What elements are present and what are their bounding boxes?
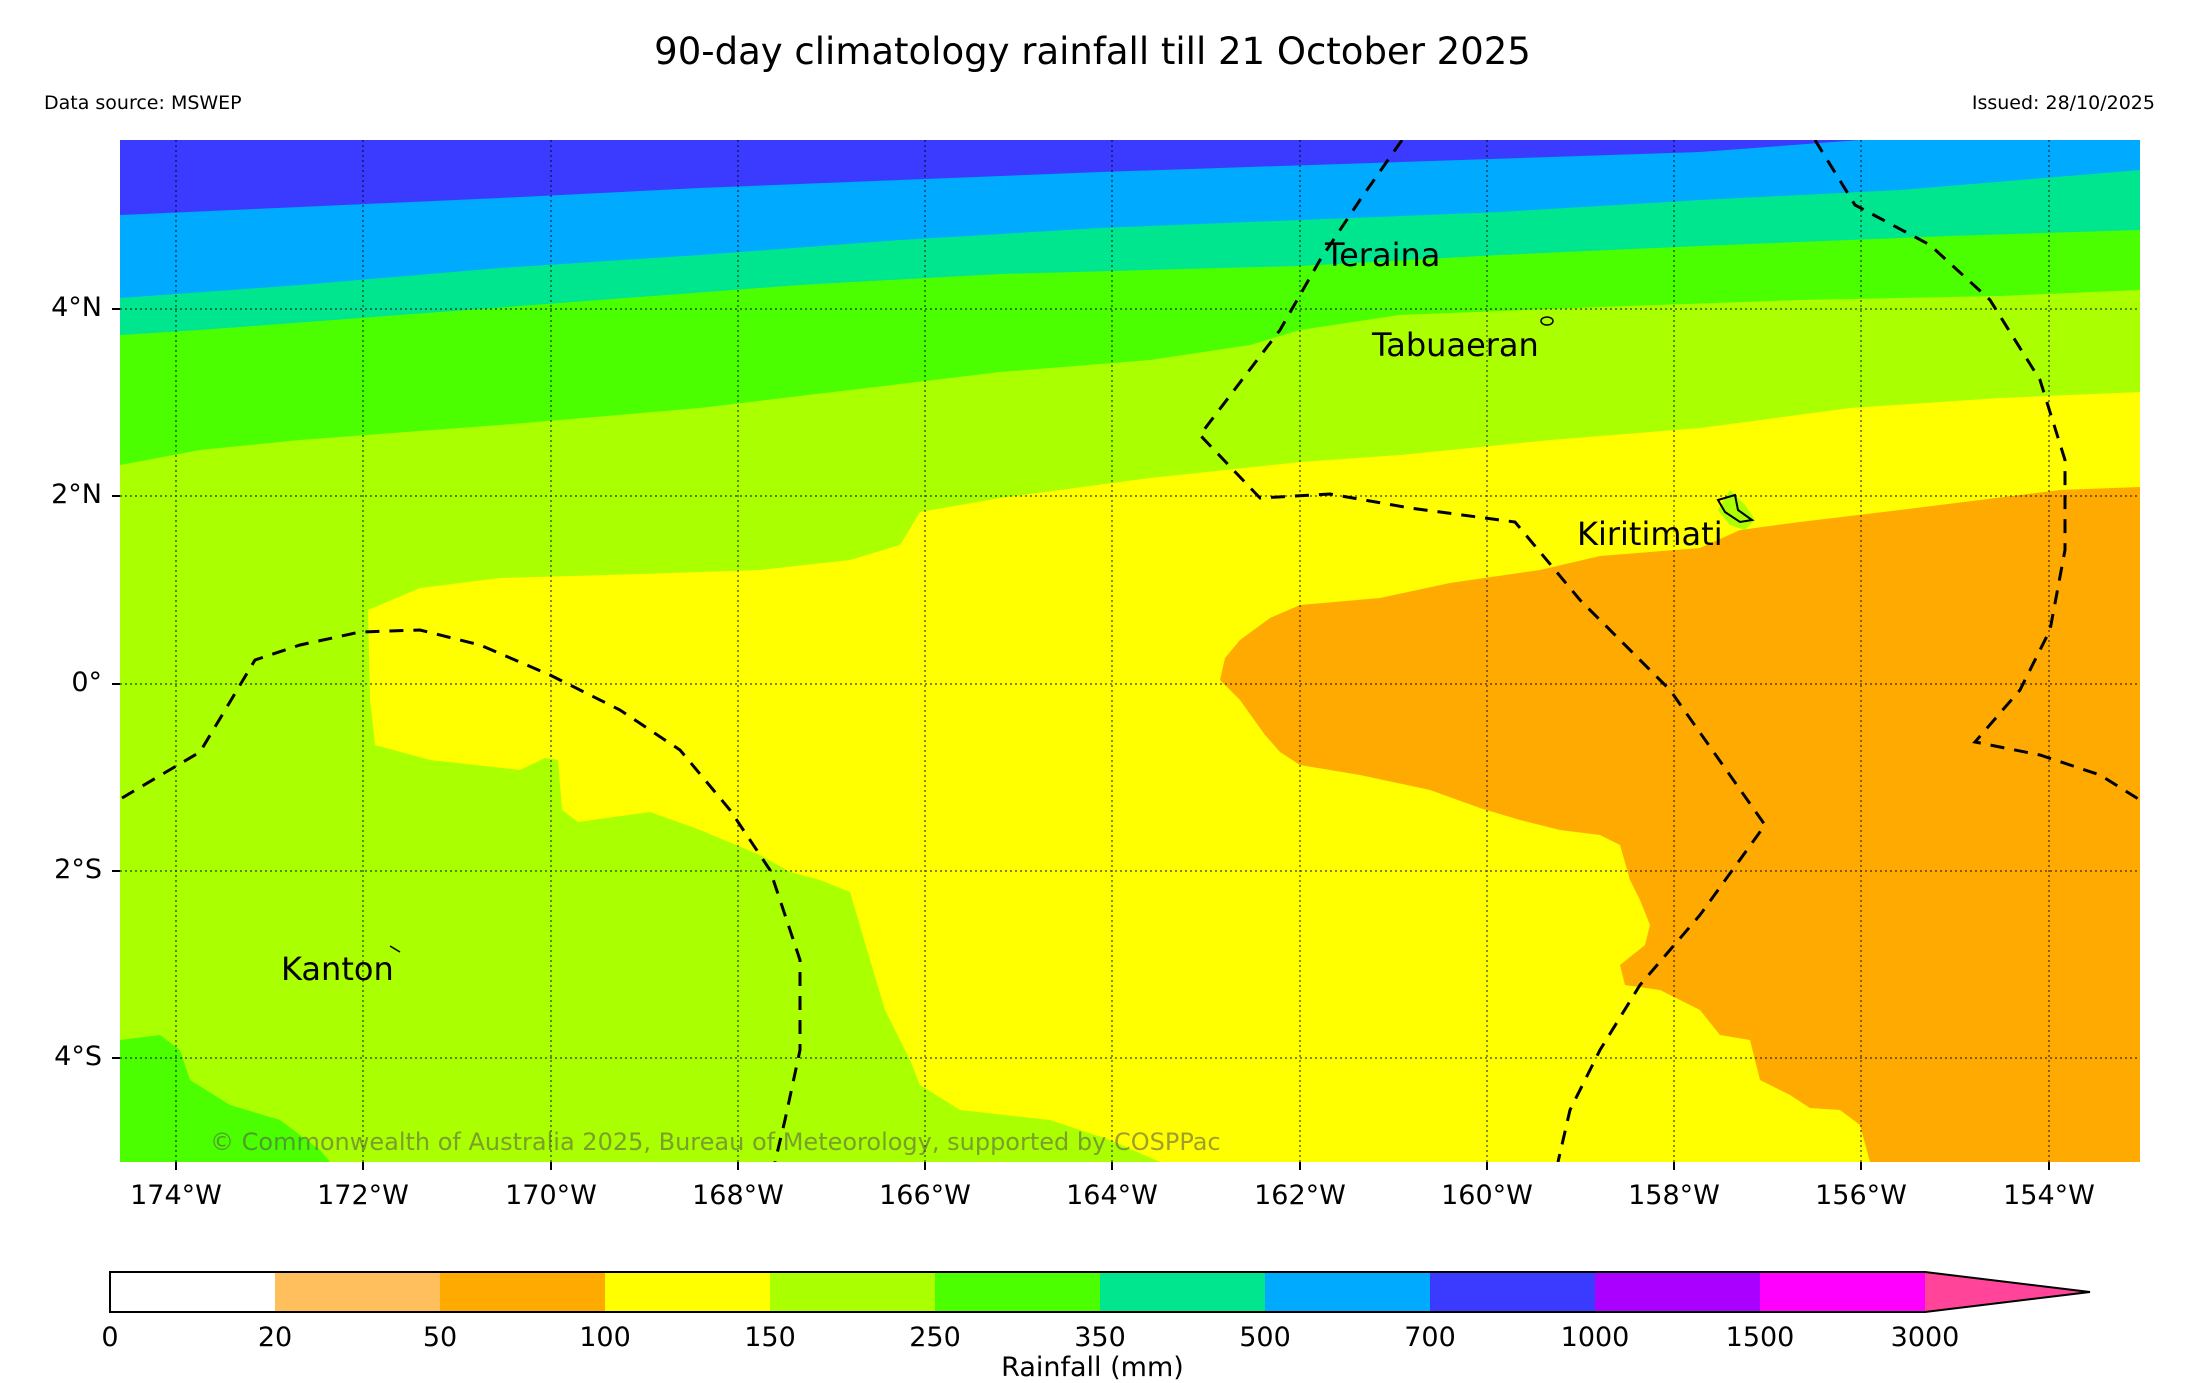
colorbar-segment-100-150	[605, 1272, 770, 1312]
lat-label-2n: 2°N	[51, 479, 102, 510]
colorbar	[109, 1271, 2091, 1313]
graticule	[120, 140, 2140, 1162]
lon-label-174w: 174°W	[130, 1180, 222, 1211]
zone-50-100	[1220, 487, 2140, 1162]
colorbar-tick: 350	[1074, 1322, 1126, 1353]
tabuaeran-outline	[1540, 316, 1554, 326]
place-label-tabuaeran: Tabuaeran	[1372, 326, 1539, 364]
zone-700-1000	[120, 140, 1860, 215]
colorbar-tick: 150	[744, 1322, 796, 1353]
colorbar-tick: 20	[257, 1322, 293, 1353]
kiritimati-outline	[1716, 493, 1755, 524]
colorbar-title: Rainfall (mm)	[1001, 1352, 1184, 1383]
colorbar-tick: 250	[909, 1322, 961, 1353]
eez-boundary-phoenix	[121, 628, 802, 1162]
copyright-notice: © Commonwealth of Australia 2025, Bureau…	[210, 1128, 1221, 1156]
colorbar-tick: 700	[1404, 1322, 1456, 1353]
lon-label-172w: 172°W	[317, 1180, 409, 1211]
colorbar-tick: 3000	[1890, 1322, 1960, 1353]
colorbar-segment-50-100	[440, 1272, 605, 1312]
lon-label-168w: 168°W	[692, 1180, 784, 1211]
colorbar-tick: 50	[422, 1322, 458, 1353]
colorbar-segment-350-500	[1100, 1272, 1265, 1312]
colorbar-segment-20-50	[275, 1272, 440, 1312]
chart-title: 90-day climatology rainfall till 21 Octo…	[654, 30, 1531, 73]
colorbar-tick: 1000	[1560, 1322, 1630, 1353]
lon-label-166w: 166°W	[879, 1180, 971, 1211]
zone-250-350-southwest	[120, 1035, 330, 1162]
place-label-teraina: Teraina	[1325, 236, 1441, 274]
lat-label-4s: 4°S	[54, 1041, 102, 1072]
lat-label-4n: 4°N	[51, 292, 102, 323]
issued-date-label: Issued: 28/10/2025	[1971, 92, 2155, 114]
lon-label-156w: 156°W	[1815, 1180, 1907, 1211]
colorbar-segment-1500-3000	[1760, 1272, 1925, 1312]
lon-label-162w: 162°W	[1254, 1180, 1346, 1211]
colorbar-segment-250-350	[935, 1272, 1100, 1312]
axis-ticks	[112, 308, 2050, 1170]
lon-label-170w: 170°W	[505, 1180, 597, 1211]
place-label-kiritimati: Kiritimati	[1577, 515, 1723, 553]
kiritimati-patch	[1718, 490, 1755, 530]
lon-label-164w: 164°W	[1066, 1180, 1158, 1211]
place-label-kanton: Kanton	[281, 950, 394, 988]
eez-boundary-line	[1198, 140, 1767, 1162]
colorbar-segment-500-700	[1265, 1272, 1430, 1312]
lat-label-2s: 2°S	[54, 854, 102, 885]
rainfall-contours	[120, 140, 2140, 1162]
lon-label-160w: 160°W	[1441, 1180, 1533, 1211]
colorbar-segment-700-1000	[1430, 1272, 1595, 1312]
colorbar-outline	[109, 1271, 2091, 1313]
lon-label-158w: 158°W	[1628, 1180, 1720, 1211]
lat-label-0: 0°	[71, 667, 102, 698]
colorbar-tick: 1500	[1725, 1322, 1795, 1353]
colorbar-tick: 0	[101, 1322, 119, 1353]
eez-boundary-east	[1813, 140, 2140, 802]
data-source-label: Data source: MSWEP	[44, 92, 242, 114]
colorbar-segment-150-250	[770, 1272, 935, 1312]
kanton-outline	[389, 945, 401, 953]
colorbar-extension-arrow	[1925, 1272, 2090, 1312]
colorbar-tick: 100	[579, 1322, 631, 1353]
lon-label-154w: 154°W	[2003, 1180, 2095, 1211]
colorbar-tick: 500	[1239, 1322, 1291, 1353]
colorbar-segment-1000-1500	[1595, 1272, 1760, 1312]
colorbar-segment-0-20	[110, 1272, 275, 1312]
